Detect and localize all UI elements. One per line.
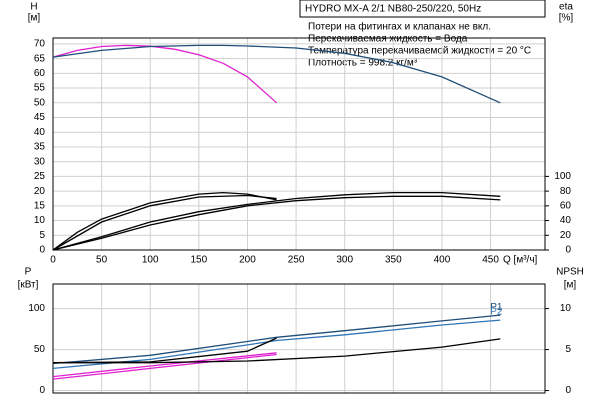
y2-tick-label: 60 <box>560 200 572 211</box>
y2-axis-label: NPSH <box>556 267 584 278</box>
y-tick-label: 30 <box>34 156 46 167</box>
plot-frame <box>52 37 546 251</box>
y2-tick-label: 0 <box>565 385 571 396</box>
y-axis-label: H <box>30 2 37 13</box>
y2-tick-label: 0 <box>565 245 571 256</box>
y-tick-label: 20 <box>34 186 46 197</box>
y-tick-label: 65 <box>34 53 46 64</box>
y2-tick-label: 40 <box>560 215 572 226</box>
curve <box>52 195 501 251</box>
y-tick-label: 25 <box>34 171 46 182</box>
y2-tick-label: 20 <box>560 230 572 241</box>
y-tick-label: 50 <box>34 97 46 108</box>
curve-label: P2 <box>490 307 503 318</box>
y-tick-label: 55 <box>34 83 46 94</box>
curve <box>52 337 277 364</box>
y2-axis-unit: [%] <box>559 13 574 24</box>
chart-title: HYDRO MX-A 2/1 NB80-250/220, 50Hz <box>305 4 481 15</box>
curve <box>53 338 501 364</box>
annotation: Потери на фитингах и клапанах не вкл. <box>308 21 491 33</box>
y-tick-label: 15 <box>34 200 46 211</box>
x-tick-label: 50 <box>96 255 108 266</box>
x-tick-label: 0 <box>50 255 56 266</box>
x-tick-label: 350 <box>385 255 402 266</box>
y-axis-label: P <box>25 267 32 278</box>
x-tick-label: 450 <box>482 255 499 266</box>
y-tick-label: 100 <box>28 303 45 314</box>
curve <box>52 319 501 370</box>
y2-tick-label: 100 <box>554 171 571 182</box>
y-tick-label: 0 <box>39 245 45 256</box>
y-axis-unit: [м] <box>28 13 41 24</box>
curve <box>52 191 277 251</box>
x-tick-label: 100 <box>142 255 159 266</box>
annotation: Перекачиваемая жидкость = Вода <box>308 34 468 45</box>
curve <box>52 352 277 378</box>
curve <box>52 191 501 251</box>
annotation: Температура перекачиваемой жидкости = 20… <box>308 46 531 57</box>
y-tick-label: 5 <box>39 230 45 241</box>
y-tick-label: 40 <box>34 127 46 138</box>
x-tick-label: 400 <box>434 255 451 266</box>
y-tick-label: 60 <box>34 68 46 79</box>
plot-frame <box>52 283 546 394</box>
y2-tick-label: 5 <box>565 344 571 355</box>
y-tick-label: 45 <box>34 112 46 123</box>
curve <box>52 44 278 104</box>
title-box <box>299 0 546 18</box>
y-tick-label: 50 <box>34 344 46 355</box>
y-tick-label: 70 <box>34 39 46 50</box>
x-tick-label: 150 <box>191 255 208 266</box>
curve <box>52 194 277 251</box>
x-axis-label: Q [м³/ч] <box>503 255 538 266</box>
curve <box>52 44 501 104</box>
y-tick-label: 0 <box>39 385 45 396</box>
y2-tick-label: 80 <box>560 186 572 197</box>
annotation: Плотность = 998.2 кг/м³ <box>308 58 418 69</box>
y2-axis-label: eta <box>559 2 573 13</box>
curve <box>52 314 501 365</box>
curve-label: P1 <box>490 302 503 313</box>
x-tick-label: 300 <box>336 255 353 266</box>
y2-tick-label: 10 <box>560 303 572 314</box>
y-tick-label: 35 <box>34 142 46 153</box>
x-tick-label: 250 <box>288 255 305 266</box>
y2-axis-unit: [м] <box>564 280 577 291</box>
y-tick-label: 10 <box>34 215 46 226</box>
x-tick-label: 200 <box>239 255 256 266</box>
curve <box>52 353 277 380</box>
y-axis-unit: [кВт] <box>18 280 39 291</box>
